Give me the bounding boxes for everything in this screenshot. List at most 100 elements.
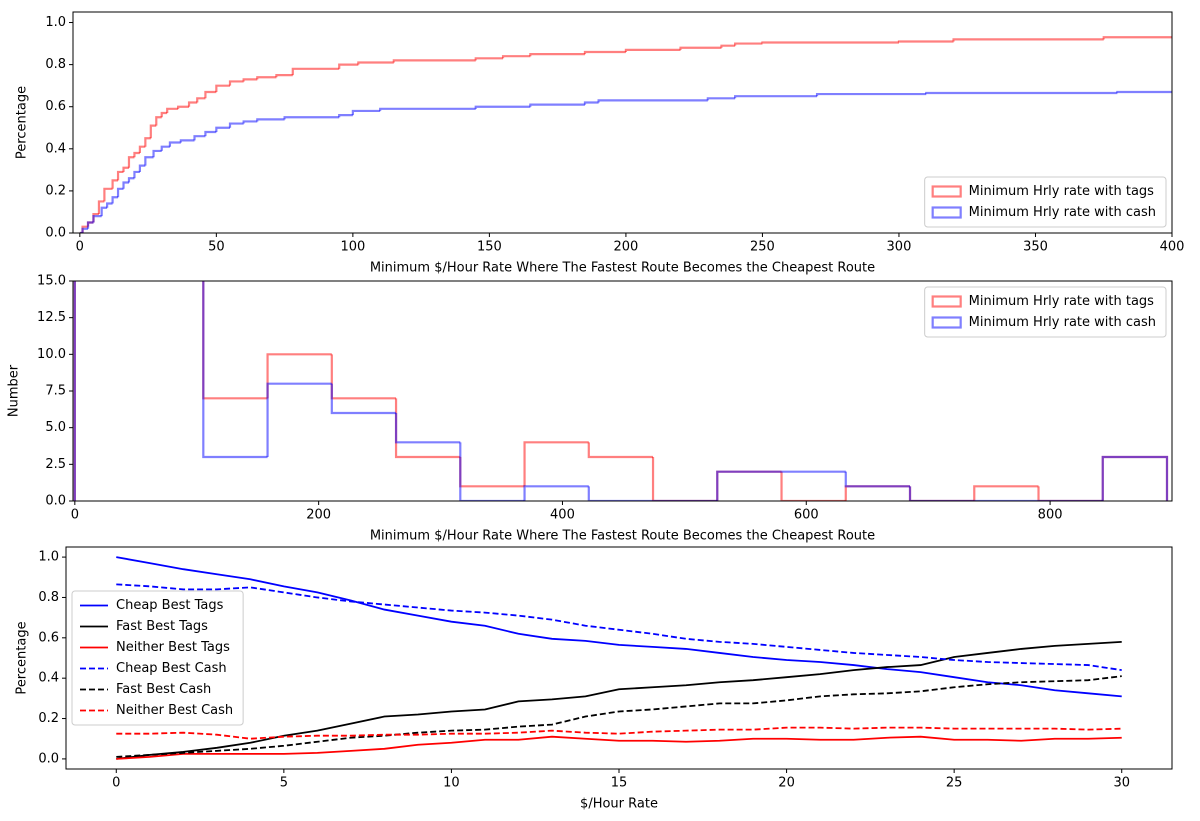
plot-area [116,556,1122,760]
step-segment [1116,90,1172,94]
y-tick-label: 0.2 [38,711,59,726]
histogram-bin [844,471,911,488]
step-segment [138,145,146,154]
histogram-bin [523,441,589,487]
x-axis-label: Minimum $/Hour Rate Where The Fastest Ro… [370,529,875,544]
y-tick-label: 0.8 [45,57,66,72]
step-segment [357,61,394,65]
step-segment [144,137,151,147]
step-segment [392,59,476,63]
histogram-bin [780,471,846,501]
y-tick-label: 0.6 [38,630,59,645]
legend: Minimum Hrly rate with tags Minimum Hrly … [924,176,1167,228]
histogram-bin [587,442,654,459]
histogram-bin [459,457,525,488]
y-tick-label: 0.4 [38,671,59,686]
step-segment [179,139,195,143]
step-segment [897,40,954,43]
step-segment [952,38,1104,42]
legend-label: Fast Best Cash [116,682,211,697]
x-tick-label: 400 [550,508,575,523]
step-segment [583,50,626,55]
step-segment [925,91,1118,95]
histogram-bin [651,457,718,501]
step-segment [166,107,179,114]
x-tick-label: 0 [71,508,79,523]
histogram-bin [587,486,654,501]
histogram-bin [1101,455,1169,501]
step-segment [215,84,230,92]
step-segment [215,126,230,132]
histogram-bin [266,353,332,399]
step-segment [81,227,89,233]
x-tick-label: 20 [778,776,795,791]
x-tick-label: 100 [340,240,365,255]
x-tick-label: 200 [306,508,331,523]
step-segment [149,124,157,139]
step-segment [761,41,899,44]
y-tick-label: 12.5 [37,310,66,325]
step-segment [291,67,340,76]
step-segment [242,78,258,82]
legend-label: Cheap Best Cash [116,661,227,676]
step-segment [720,44,736,48]
x-tick-label: 150 [477,240,502,255]
x-tick-label: 350 [1023,240,1048,255]
x-tick-label: 300 [887,240,912,255]
step-segment [204,90,217,99]
line-series [116,640,1122,760]
step-segment [100,206,108,217]
x-axis-label: Minimum $/Hour Rate Where The Fastest Ro… [370,261,875,276]
step-segment [242,120,258,124]
step-segment [583,101,599,105]
step-segment [122,166,129,172]
legend-frame [924,176,1167,228]
step-segment [168,141,181,147]
y-axis-label: Percentage [15,621,30,694]
legend-swatch [931,185,962,198]
y-tick-label: 2.5 [45,457,66,472]
y-tick-label: 0.6 [45,99,66,114]
step-segment [193,135,206,141]
step-segment [379,107,476,111]
histogram-bin [844,485,911,501]
step-segment [122,181,129,189]
y-axis-label: Number [7,364,22,417]
step-segment [624,48,681,52]
step-segment [204,130,217,137]
x-tick-label: 0 [76,240,84,255]
y-tick-label: 5.0 [45,420,66,435]
plot-area [79,36,1172,233]
histogram-bin [394,413,461,444]
y-tick-label: 0.8 [38,590,59,605]
step-segment [127,156,135,168]
y-tick-label: 0.0 [38,751,59,766]
step-segment [133,170,140,179]
x-tick-label: 25 [946,776,963,791]
histogram-bin [908,486,975,501]
legend-label: Cheap Best Tags [116,598,224,613]
step-segment [187,101,198,107]
step-segment [97,200,105,215]
histogram-bin [202,281,268,459]
step-segment [597,99,708,103]
step-segment [228,80,244,86]
step-segment [160,145,170,151]
step-segment [106,202,113,208]
x-tick-label: 50 [208,240,225,255]
x-tick-label: 250 [750,240,775,255]
step-segment [351,109,381,116]
y-tick-label: 1.0 [38,550,59,565]
line-series [116,675,1122,758]
step-segment [734,42,763,46]
histogram-bin [908,486,975,501]
legend-label: Minimum Hrly rate with tags [969,184,1155,199]
y-tick-label: 0.0 [45,494,66,509]
step-segment [734,95,818,99]
y-axis-label: Percentage [15,86,30,159]
legend-frame [924,286,1167,338]
step-segment [529,103,585,107]
step-segment [111,196,119,204]
histogram-bin [139,0,203,149]
